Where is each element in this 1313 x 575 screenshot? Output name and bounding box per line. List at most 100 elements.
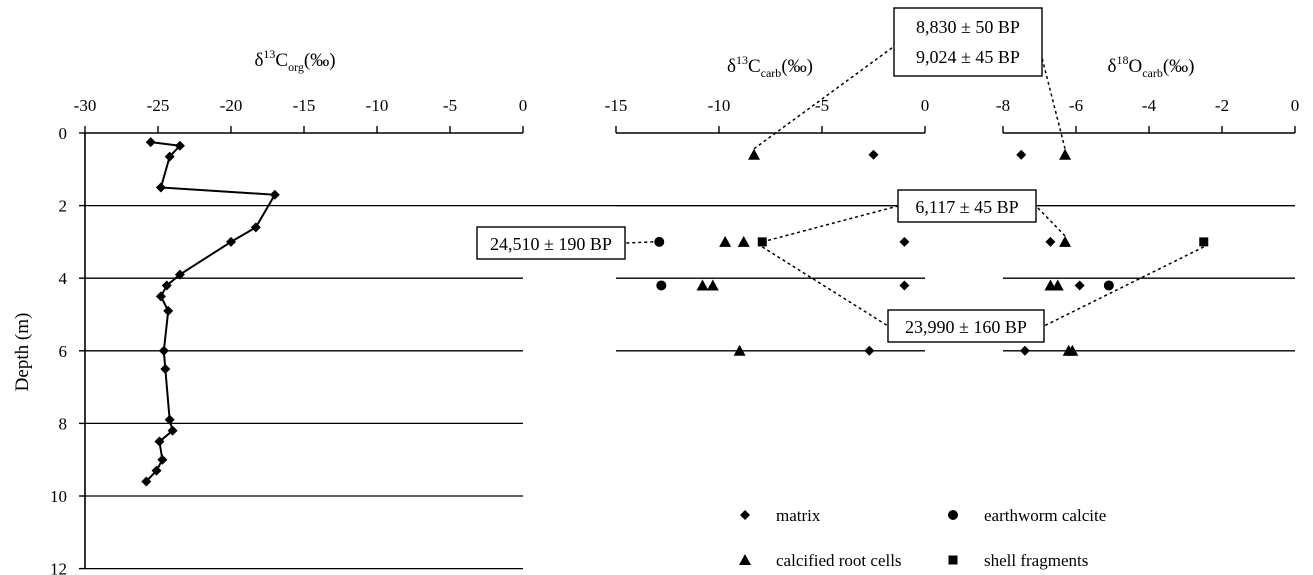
legend-marker-diamond <box>740 510 750 520</box>
calcified-root-cells-point <box>1059 235 1072 247</box>
date-label-24510: 24,510 ± 190 BP <box>490 234 612 254</box>
corg-point <box>155 291 166 302</box>
y-tick-label: 2 <box>59 197 68 216</box>
matrix-point <box>1019 345 1030 356</box>
o18carb-x-ticks: -8 -6 -4 -2 0 <box>996 96 1299 115</box>
x-tick-label: -6 <box>1069 96 1083 115</box>
c13carb-axis-title: δ13Ccarb(‰) <box>727 53 813 80</box>
date-label-6117: 6,117 ± 45 BP <box>915 197 1018 217</box>
matrix-point <box>868 149 879 160</box>
x-tick-label: 0 <box>519 96 528 115</box>
c13carb-axes <box>615 126 926 134</box>
earthworm-calcite-point <box>1103 280 1114 291</box>
y-tick-label: 6 <box>59 342 68 361</box>
x-tick-label: -30 <box>74 96 97 115</box>
matrix-point <box>899 236 910 247</box>
x-tick-label: 0 <box>921 96 930 115</box>
depth-y-ticks: 0 2 4 6 8 10 12 <box>50 124 68 575</box>
x-tick-label: -5 <box>443 96 457 115</box>
y-tick-label: 0 <box>59 124 68 143</box>
date-box-23990: 23,990 ± 160 BP <box>887 309 1045 343</box>
depth-axis-label: Depth (m) <box>12 313 33 392</box>
calcified-root-cells-point <box>1066 344 1079 356</box>
x-tick-label: -25 <box>147 96 170 115</box>
c13carb-series <box>654 148 910 356</box>
x-tick-label: -15 <box>293 96 316 115</box>
legend-label: matrix <box>776 506 821 525</box>
legend-marker-triangle <box>739 554 751 565</box>
legend: matrix earthworm calcite calcified root ce… <box>739 506 1106 570</box>
legend-marker-circle <box>948 510 958 520</box>
y-tick-label: 4 <box>59 269 68 288</box>
earthworm-calcite-point <box>656 280 667 291</box>
date-leader-lines <box>624 41 1205 327</box>
calcified-root-cells-point <box>719 235 732 247</box>
panel-corg: δ13Corg(‰) -30 -25 -20 -15 -10 -5 0 024681012 … <box>12 47 1295 575</box>
legend-label: earthworm calcite <box>984 506 1106 525</box>
matrix-point <box>864 345 875 356</box>
o18carb-series <box>1016 148 1209 356</box>
shell-fragments-point <box>1199 237 1209 247</box>
date-label-9024: 9,024 ± 45 BP <box>916 47 1020 67</box>
o18carb-axis-title: δ18Ocarb(‰) <box>1108 53 1195 80</box>
matrix-point <box>1074 280 1085 291</box>
corg-point <box>145 137 156 148</box>
corg-point <box>250 222 261 233</box>
corg-axis-title: δ13Corg(‰) <box>254 47 335 74</box>
corg-point <box>174 269 185 280</box>
calcified-root-cells-point <box>1059 148 1072 160</box>
y-tick-label: 10 <box>50 487 67 506</box>
corg-point <box>164 151 175 162</box>
leader-line <box>762 205 899 243</box>
date-label-23990: 23,990 ± 160 BP <box>905 317 1027 337</box>
calcified-root-cells-point <box>1051 279 1064 291</box>
corg-point <box>158 345 169 356</box>
leader-line <box>1043 246 1205 327</box>
corg-point <box>163 305 174 316</box>
x-tick-label: -2 <box>1215 96 1229 115</box>
x-tick-label: -10 <box>708 96 731 115</box>
c13carb-x-ticks: -15 -10 -5 0 <box>605 96 930 115</box>
corg-point <box>167 425 178 436</box>
corg-point <box>226 236 236 247</box>
corg-point <box>155 182 166 193</box>
corg-point <box>157 454 168 465</box>
calcified-root-cells-point <box>696 279 709 291</box>
x-tick-label: 0 <box>1291 96 1300 115</box>
legend-marker-square <box>948 555 958 565</box>
legend-label: shell fragments <box>984 551 1088 570</box>
leader-line <box>761 246 889 327</box>
corg-point <box>161 280 172 291</box>
date-box-top: 8,830 ± 50 BP 9,024 ± 45 BP <box>893 7 1043 77</box>
y-tick-label: 8 <box>59 414 68 433</box>
calcified-root-cells-point <box>737 235 750 247</box>
x-tick-label: -8 <box>996 96 1010 115</box>
legend-label: calcified root cells <box>776 551 902 570</box>
calcified-root-cells-point <box>748 148 761 160</box>
corg-point <box>164 414 175 425</box>
corg-x-ticks: -30 -25 -20 -15 -10 -5 0 <box>74 96 528 115</box>
c13carb-gridlines <box>616 204 925 352</box>
corg-gridlines <box>85 204 1295 570</box>
o18carb-gridlines <box>1003 204 1295 352</box>
panel-c13-carb: δ13Ccarb(‰) -15 -10 -5 0 <box>605 53 930 356</box>
corg-point <box>174 140 185 151</box>
y-tick-label: 12 <box>50 560 67 575</box>
matrix-point <box>1045 236 1056 247</box>
date-box-6117: 6,117 ± 45 BP <box>897 189 1037 223</box>
corg-point <box>269 189 280 200</box>
calcified-root-cells-point <box>706 279 719 291</box>
leader-line <box>624 241 654 244</box>
calcified-root-cells-point <box>733 344 746 356</box>
corg-point <box>141 476 152 487</box>
corg-point <box>151 465 162 476</box>
leader-line <box>1035 205 1066 237</box>
corg-point <box>154 436 165 447</box>
panel-o18-carb: δ18Ocarb(‰) -8 -6 -4 -2 0 <box>996 53 1299 356</box>
date-box-24510: 24,510 ± 190 BP <box>476 226 626 260</box>
matrix-point <box>1016 149 1027 160</box>
corg-point <box>160 363 171 374</box>
leader-line <box>753 41 901 150</box>
matrix-point <box>899 280 910 291</box>
